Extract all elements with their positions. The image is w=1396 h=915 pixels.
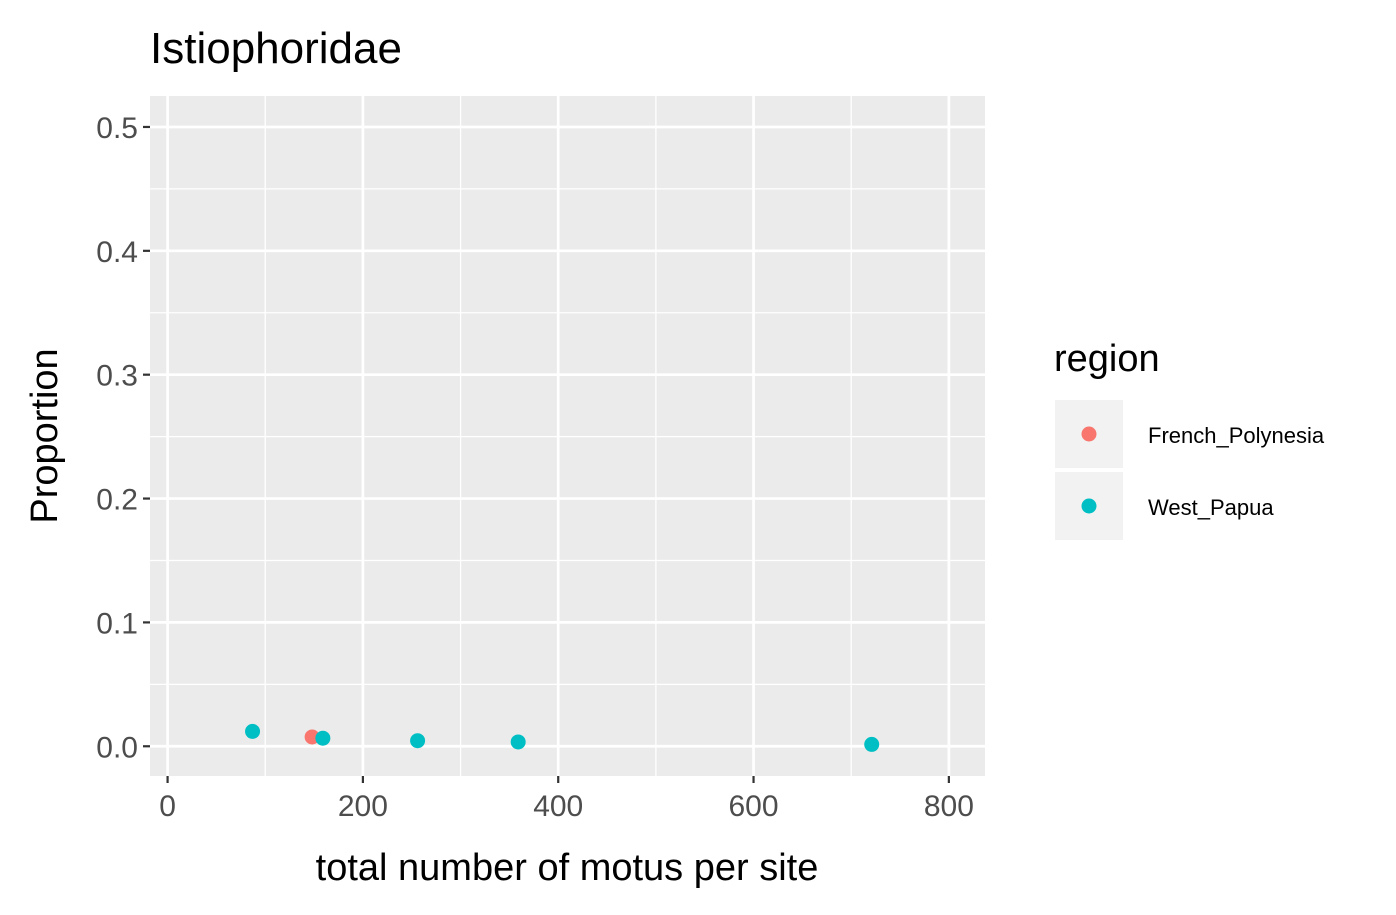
data-points [245,723,880,752]
legend-label: West_Papua [1148,495,1274,520]
y-tick-label: 0.5 [96,112,138,145]
point-west-papua [315,730,331,746]
legend-title: region [1054,338,1160,380]
x-tick-label: 400 [533,790,583,823]
legend-swatch [1081,426,1097,442]
legend-swatch [1081,498,1097,514]
x-axis-ticks: 0 200 400 600 800 [159,776,974,823]
y-tick-label: 0.3 [96,360,138,393]
x-tick-label: 0 [159,790,176,823]
chart-title: Istiophoridae [150,24,402,73]
x-axis-title: total number of motus per site [316,847,819,889]
point-west-papua [510,734,526,750]
legend-items: French_Polynesia West_Papua [1055,400,1325,540]
point-west-papua [864,736,880,752]
legend-label: French_Polynesia [1148,423,1325,448]
x-tick-label: 800 [924,790,974,823]
legend: region French_Polynesia West_Papua [1054,338,1325,540]
y-axis-ticks: 0.0 0.1 0.2 0.3 0.4 0.5 [96,112,150,764]
y-tick-label: 0.0 [96,731,138,764]
y-axis-title: Proportion [24,348,66,523]
major-gridlines [150,96,985,776]
minor-gridlines [150,96,985,776]
point-west-papua [245,723,261,739]
y-tick-label: 0.1 [96,607,138,640]
x-tick-label: 200 [338,790,388,823]
x-tick-label: 600 [729,790,779,823]
point-west-papua [410,733,426,749]
y-tick-label: 0.2 [96,484,138,517]
y-tick-label: 0.4 [96,236,138,269]
